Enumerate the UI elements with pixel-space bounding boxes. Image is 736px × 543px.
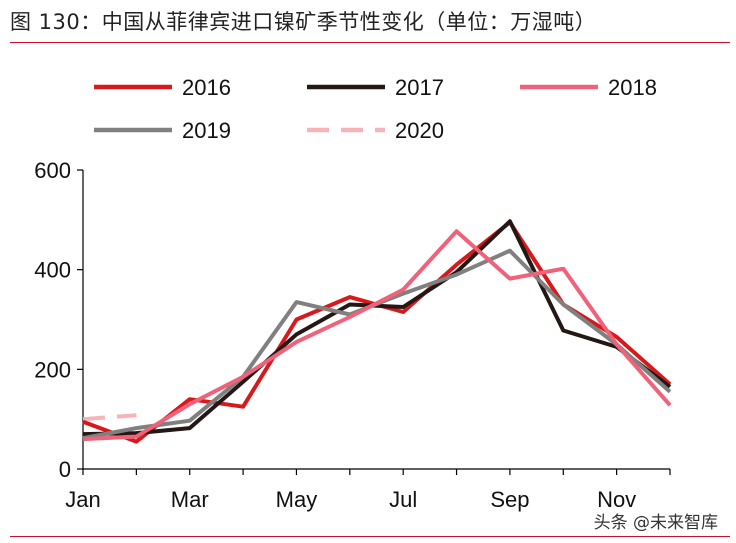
legend-item-2020: 2020 (307, 118, 444, 143)
x-tick-label: Mar (171, 487, 209, 512)
legend-item-2016: 2016 (94, 75, 231, 100)
x-tick-label: Nov (597, 487, 636, 512)
y-tick-label: 600 (34, 158, 71, 183)
axes: 0 200 400 600 Jan Mar May Jul Sep Nov (34, 158, 671, 512)
x-tick-label: Jan (65, 487, 100, 512)
legend-label: 2020 (395, 118, 444, 143)
series-lines (82, 219, 672, 444)
x-tick-label: May (276, 487, 318, 512)
y-tick-label: 0 (59, 457, 71, 482)
chart-title: 图 130：中国从菲律宾进口镍矿季节性变化（单位：万湿吨） (10, 10, 597, 34)
legend-label: 2017 (395, 75, 444, 100)
legend-item-2017: 2017 (307, 75, 444, 100)
watermark: 头条 @未来智库 (593, 513, 718, 533)
series-line-2020 (82, 413, 137, 422)
legend: 2016 2017 2018 2019 2020 (94, 75, 657, 143)
footer-rule (10, 536, 730, 537)
legend-label: 2016 (182, 75, 231, 100)
title-rule (10, 42, 730, 43)
legend-label: 2019 (182, 118, 231, 143)
series-line-2017 (82, 219, 672, 437)
x-tick-label: Sep (490, 487, 529, 512)
legend-item-2018: 2018 (520, 75, 657, 100)
series-line-2016 (82, 220, 672, 444)
y-tick-label: 400 (34, 258, 71, 283)
series-line-2019 (82, 248, 672, 441)
x-tick-label: Jul (389, 487, 417, 512)
y-tick-label: 200 (34, 357, 71, 382)
series-line-2018 (82, 229, 672, 442)
legend-label: 2018 (608, 75, 657, 100)
legend-item-2019: 2019 (94, 118, 231, 143)
